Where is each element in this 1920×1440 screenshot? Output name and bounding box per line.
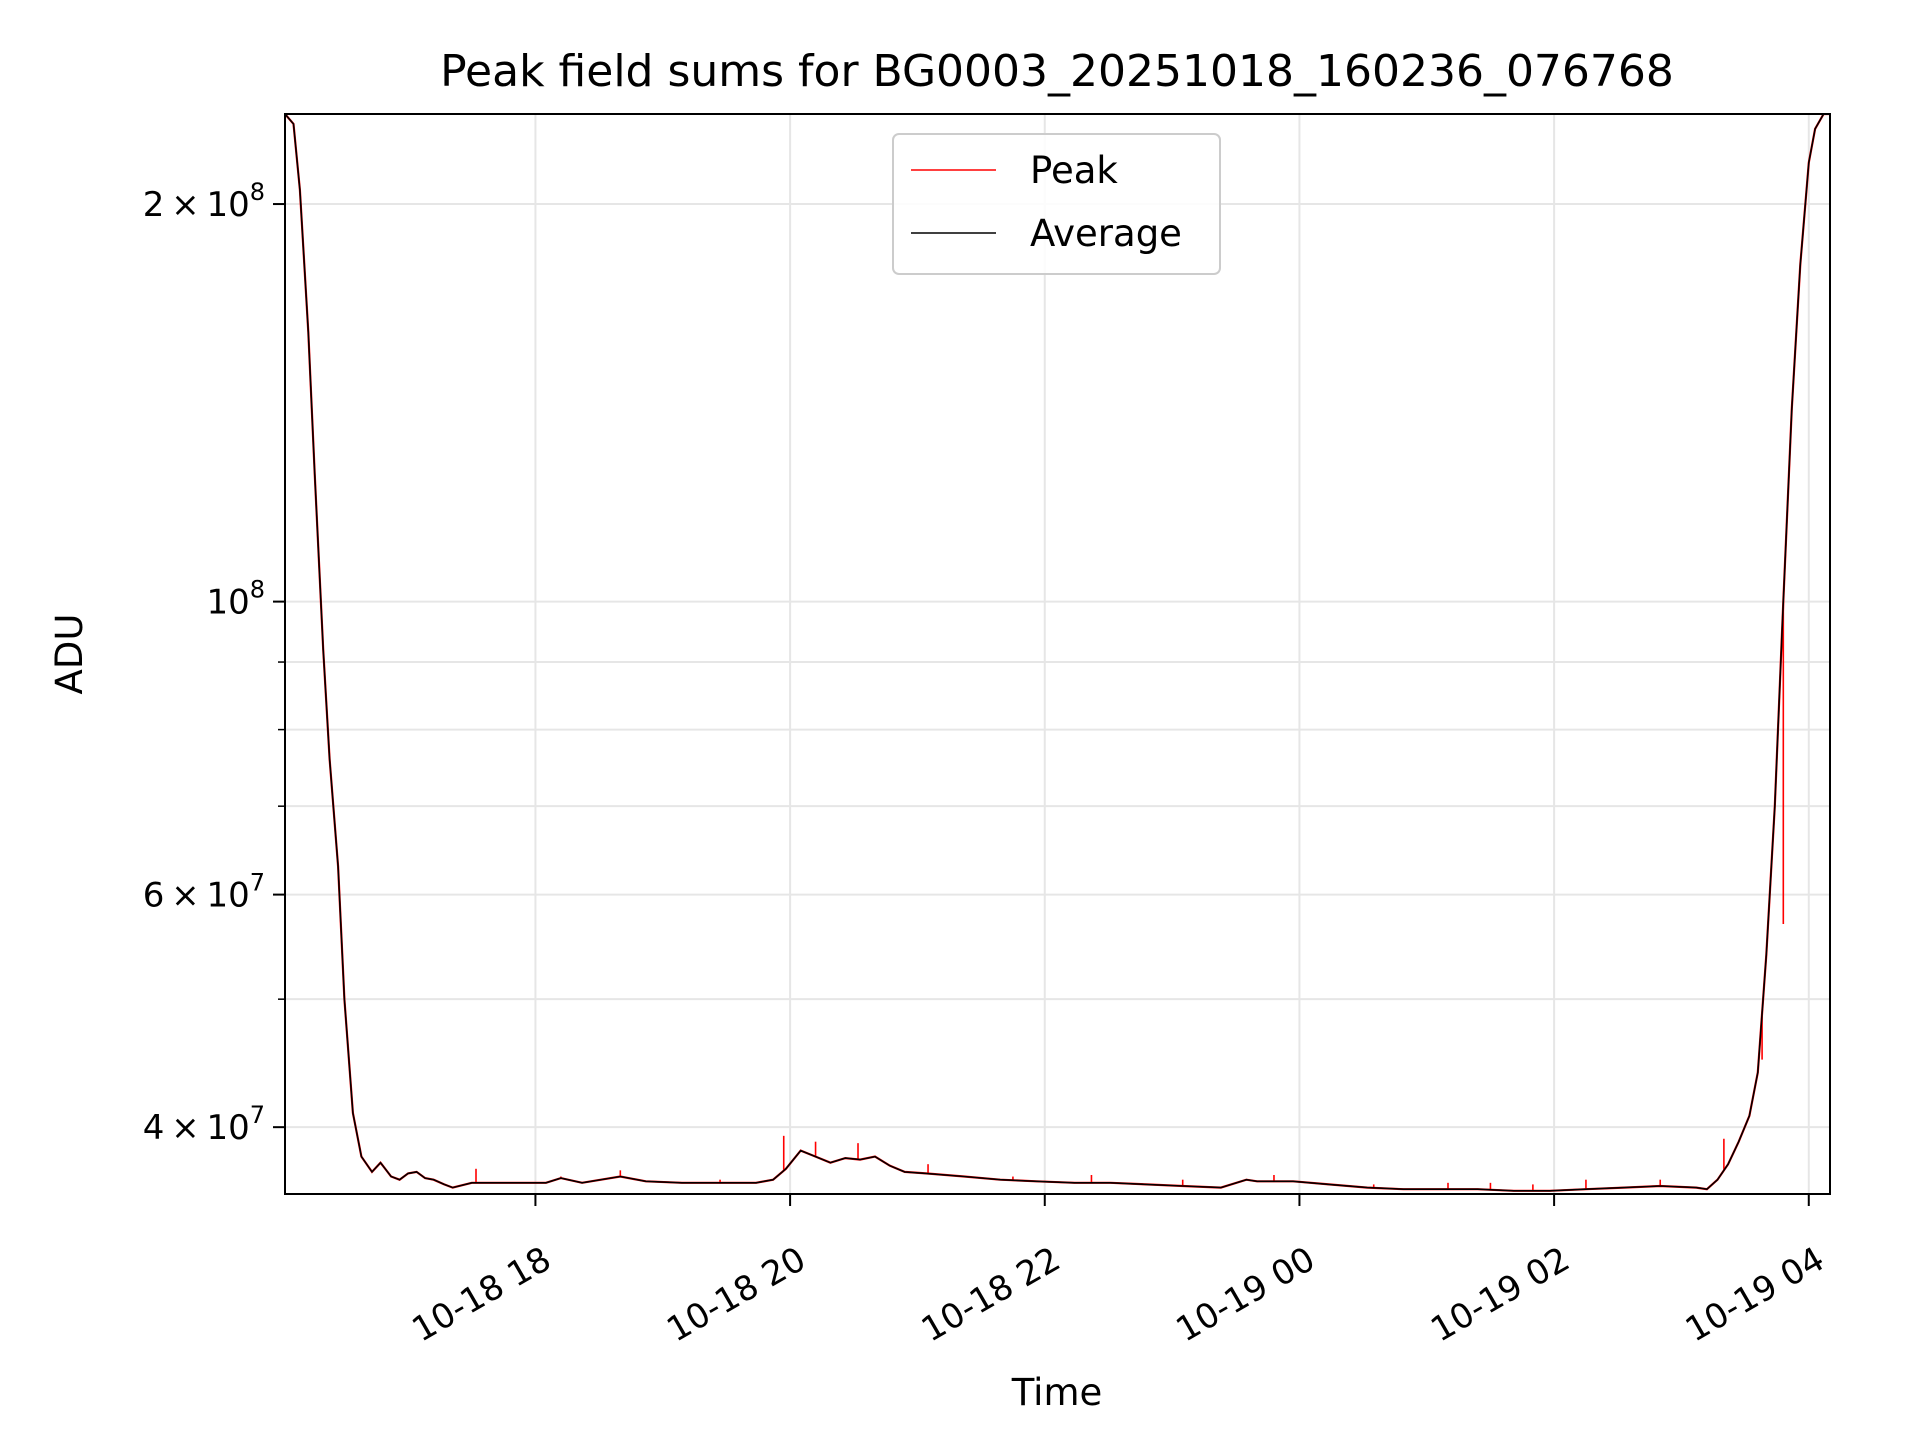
y-tick-label: 108 [206, 576, 265, 623]
legend-label-average: Average [1030, 212, 1182, 255]
y-tick-label: 4 × 107 [143, 1101, 265, 1148]
x-tick-label: 10-18 18 [406, 1239, 558, 1350]
legend: Peak Average [892, 133, 1221, 275]
axis-ticks: 10-18 18 10-18 20 10-18 22 10-19 00 10-19 02… [143, 178, 1832, 1350]
grid-lines [285, 114, 1830, 1194]
x-tick-label: 10-18 20 [660, 1239, 812, 1350]
x-tick-label: 10-19 04 [1679, 1239, 1831, 1350]
y-tick-label: 6 × 107 [143, 869, 265, 916]
x-tick-label: 10-19 02 [1424, 1239, 1576, 1350]
chart-title: Peak field sums for BG0003_20251018_1602… [440, 46, 1674, 97]
y-tick-label: 2 × 108 [143, 178, 265, 225]
plot-area [285, 114, 1830, 1192]
legend-label-peak: Peak [1030, 149, 1118, 192]
plot-frame [284, 113, 1831, 1195]
y-axis-label: ADU [48, 614, 91, 695]
x-tick-label: 10-19 00 [1170, 1239, 1322, 1350]
x-tick-label: 10-18 22 [915, 1239, 1067, 1350]
average-series-line [285, 114, 1830, 1192]
x-axis-label: Time [1011, 1371, 1103, 1414]
peak-series-line [285, 114, 1830, 1192]
legend-frame [892, 133, 1221, 275]
